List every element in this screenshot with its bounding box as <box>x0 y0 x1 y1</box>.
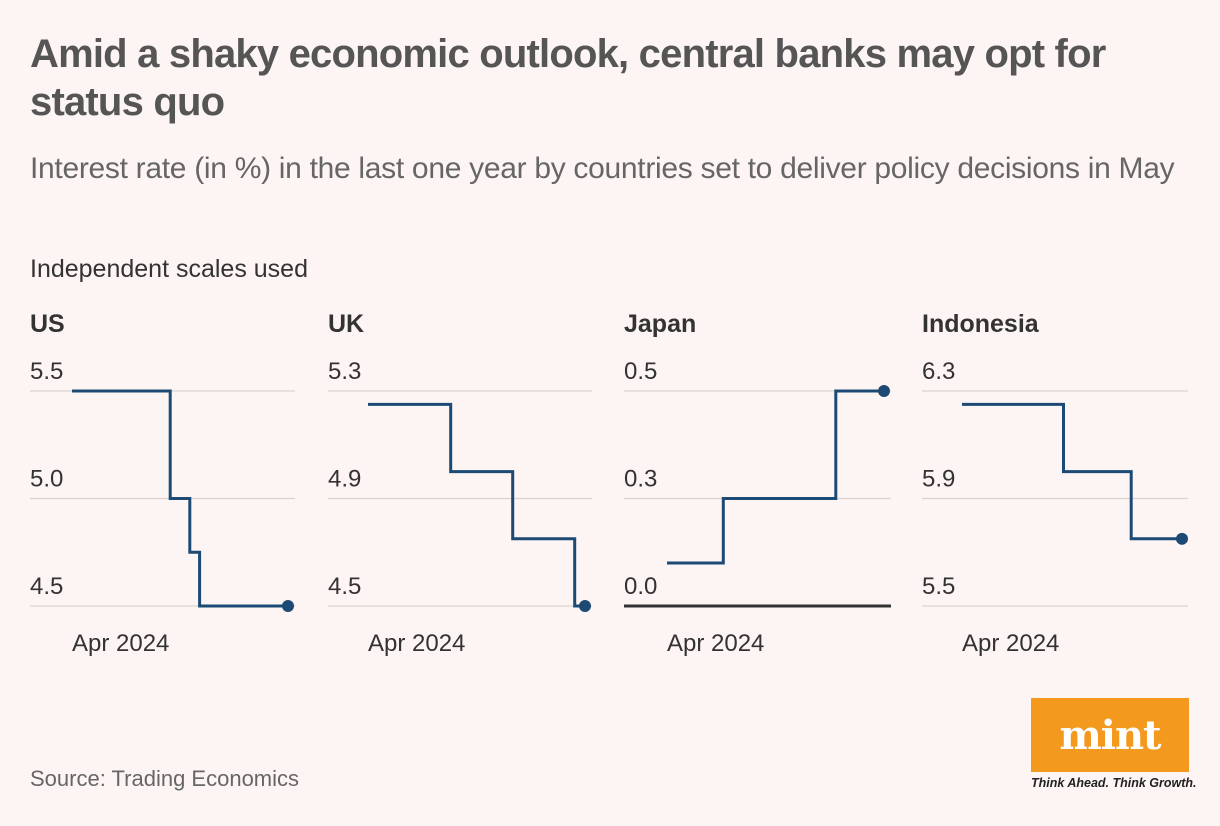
y-tick-label-indonesia: 5.5 <box>922 573 955 600</box>
x-tick-label-japan: Apr 2024 <box>667 630 764 657</box>
x-tick-label-indonesia: Apr 2024 <box>962 630 1059 657</box>
panel-title-japan: Japan <box>624 310 696 338</box>
scale-note: Independent scales used <box>30 255 308 283</box>
panel-title-us: US <box>30 310 65 338</box>
y-tick-label-us: 5.5 <box>30 358 63 385</box>
series-line-indonesia <box>962 402 1182 541</box>
end-point-indonesia <box>1176 532 1188 545</box>
y-tick-label-japan: 0.5 <box>624 358 657 385</box>
y-tick-label-indonesia: 6.3 <box>922 358 955 385</box>
y-tick-label-us: 5.0 <box>30 466 63 493</box>
series-line-japan <box>667 389 884 565</box>
y-tick-label-japan: 0.0 <box>624 573 657 600</box>
y-tick-label-indonesia: 5.9 <box>922 466 955 493</box>
y-tick-label-japan: 0.3 <box>624 466 657 493</box>
y-tick-label-us: 4.5 <box>30 573 63 600</box>
logo-wordmark: mint <box>1059 711 1161 759</box>
end-point-us <box>282 600 294 612</box>
y-tick-label-uk: 5.3 <box>328 358 361 385</box>
end-point-japan <box>878 385 890 397</box>
panel-title-indonesia: Indonesia <box>922 310 1040 338</box>
chart-title: Amid a shaky economic outlook, central b… <box>30 32 1106 124</box>
logo-tagline: Think Ahead. Think Growth. <box>1031 776 1197 790</box>
source-note: Source: Trading Economics <box>30 766 300 791</box>
y-tick-label-uk: 4.5 <box>328 573 361 600</box>
series-line-us <box>72 389 288 608</box>
panel-title-uk: UK <box>328 310 364 338</box>
x-tick-label-us: Apr 2024 <box>72 630 169 657</box>
end-point-uk <box>579 600 591 612</box>
mint-logo: mint <box>1031 698 1189 772</box>
y-tick-label-uk: 4.9 <box>328 466 361 493</box>
chart-subtitle: Interest rate (in %) in the last one yea… <box>30 152 1175 185</box>
x-tick-label-uk: Apr 2024 <box>368 630 465 657</box>
series-line-uk <box>368 402 585 608</box>
